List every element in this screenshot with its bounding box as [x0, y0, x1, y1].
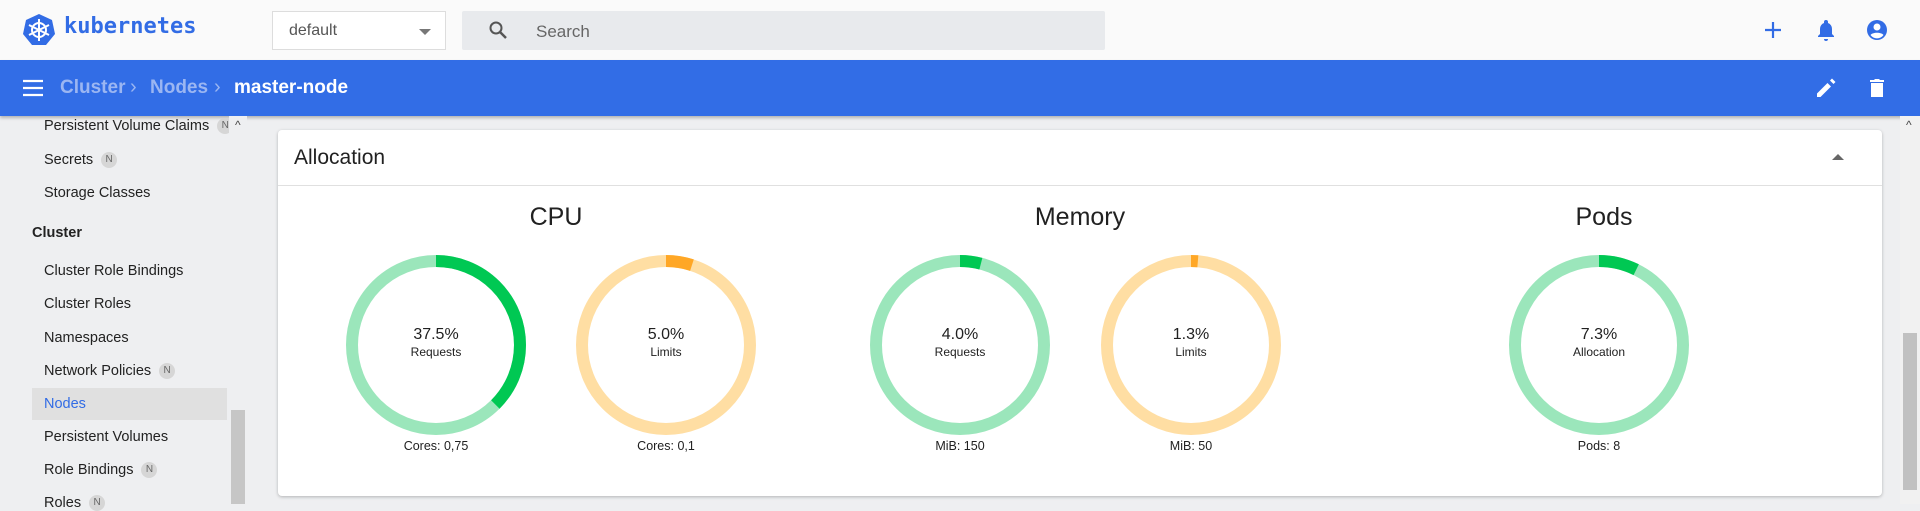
divider	[278, 185, 1882, 186]
namespaced-badge: N	[89, 495, 106, 511]
main-scrollbar[interactable]: ^	[1900, 116, 1920, 504]
gauge-label: Allocation	[1572, 345, 1626, 359]
sidebar-item-label: Role Bindings	[44, 462, 134, 478]
chevron-right-icon: ›	[130, 76, 137, 98]
plus-icon[interactable]	[1761, 18, 1785, 42]
gauge-caption: MiB: 150	[935, 439, 985, 453]
delete-icon[interactable]	[1865, 76, 1889, 100]
sidebar-item-network-policies[interactable]: Network Policies N	[44, 363, 176, 380]
gauge-label: Requests	[410, 345, 462, 359]
gauge-label: Limits	[650, 345, 682, 359]
section-title-cpu: CPU	[529, 203, 583, 231]
gauge-label: Limits	[1175, 345, 1207, 359]
sidebar-item-cluster-role-bindings[interactable]: Cluster Role Bindings	[44, 263, 184, 279]
chevron-down-icon	[419, 29, 431, 35]
kubernetes-logo-icon[interactable]	[22, 13, 56, 47]
sidebar-item-nodes[interactable]: Nodes	[44, 396, 86, 412]
collapse-icon[interactable]	[1832, 154, 1844, 160]
gauge-value: 37.5%	[413, 326, 459, 343]
namespace-value: default	[289, 22, 338, 39]
sidebar-scrollbar[interactable]: ^	[229, 116, 247, 504]
sidebar-item-storage-classes[interactable]: Storage Classes	[44, 185, 151, 201]
sidebar-item-persistent-volume-claims[interactable]: Persistent Volume Claims N	[44, 118, 234, 135]
gauge-2	[870, 255, 1050, 435]
gauge-value: 4.0%	[941, 326, 979, 343]
namespaced-badge: N	[101, 152, 118, 169]
gauge-fill	[870, 255, 1050, 435]
breadcrumb-bar: Cluster › Nodes › master-node	[0, 60, 1920, 116]
gauge-value: 5.0%	[647, 326, 685, 343]
sidebar-item-label: Network Policies	[44, 363, 152, 379]
edit-icon[interactable]	[1814, 76, 1838, 100]
section-title-pods: Pods	[1575, 203, 1633, 231]
sidebar-item-label: Secrets	[44, 152, 94, 168]
sidebar-section-cluster: Cluster	[32, 225, 82, 241]
namespace-select[interactable]: default	[272, 11, 446, 50]
gauge-fill	[1101, 255, 1281, 435]
sidebar-item-label: Persistent Volume Claims	[44, 118, 210, 134]
sidebar-item-namespaces[interactable]: Namespaces	[44, 330, 129, 346]
gauge-label: Requests	[934, 345, 986, 359]
gauge-caption: Cores: 0,1	[637, 439, 695, 453]
gauge-3	[1101, 255, 1281, 435]
sidebar-item-persistent-volumes[interactable]: Persistent Volumes	[44, 429, 169, 445]
sidebar-item-cluster-roles[interactable]: Cluster Roles	[44, 296, 132, 312]
card-title: Allocation	[294, 146, 386, 169]
account-icon[interactable]	[1865, 18, 1889, 42]
breadcrumb-nodes[interactable]: Nodes	[150, 77, 209, 98]
sidebar-item-label: Roles	[44, 495, 82, 511]
gauge-caption: Cores: 0,75	[403, 439, 469, 453]
gauge-fill	[576, 255, 756, 435]
main-scrollbar-thumb[interactable]	[1903, 333, 1917, 490]
section-title-memory: Memory	[1034, 203, 1126, 231]
menu-icon[interactable]	[22, 77, 44, 99]
brand-name[interactable]: kubernetes	[64, 14, 197, 39]
gauge-caption: Pods: 8	[1577, 439, 1621, 453]
sidebar-item-role-bindings[interactable]: Role Bindings N	[44, 462, 158, 479]
namespaced-badge: N	[159, 363, 176, 380]
scroll-up-icon[interactable]: ^	[1906, 118, 1912, 132]
gauge-fill	[1509, 255, 1689, 435]
gauge-fill	[346, 255, 526, 435]
sidebar-item-roles[interactable]: Roles N	[44, 495, 106, 511]
scroll-up-icon[interactable]: ^	[235, 118, 241, 132]
search-icon	[489, 21, 507, 39]
gauge-value: 1.3%	[1172, 326, 1210, 343]
search-placeholder: Search	[536, 22, 590, 41]
gauge-caption: MiB: 50	[1169, 439, 1213, 453]
breadcrumb-cluster[interactable]: Cluster	[60, 77, 126, 98]
namespaced-badge: N	[141, 462, 158, 479]
breadcrumb-current: master-node	[234, 77, 349, 98]
gauge-value: 7.3%	[1580, 326, 1618, 343]
sidebar-item-secrets[interactable]: Secrets N	[44, 152, 118, 169]
sidebar-scrollbar-thumb[interactable]	[231, 410, 245, 504]
chevron-right-icon: ›	[214, 76, 221, 98]
gauge-1	[576, 255, 756, 435]
allocation-card	[278, 130, 1882, 496]
search-input[interactable]: Search	[462, 11, 1105, 50]
sidebar-active-highlight	[32, 388, 227, 420]
gauge-4	[1509, 255, 1689, 435]
bell-icon[interactable]	[1814, 18, 1838, 42]
gauge-0	[346, 255, 526, 435]
